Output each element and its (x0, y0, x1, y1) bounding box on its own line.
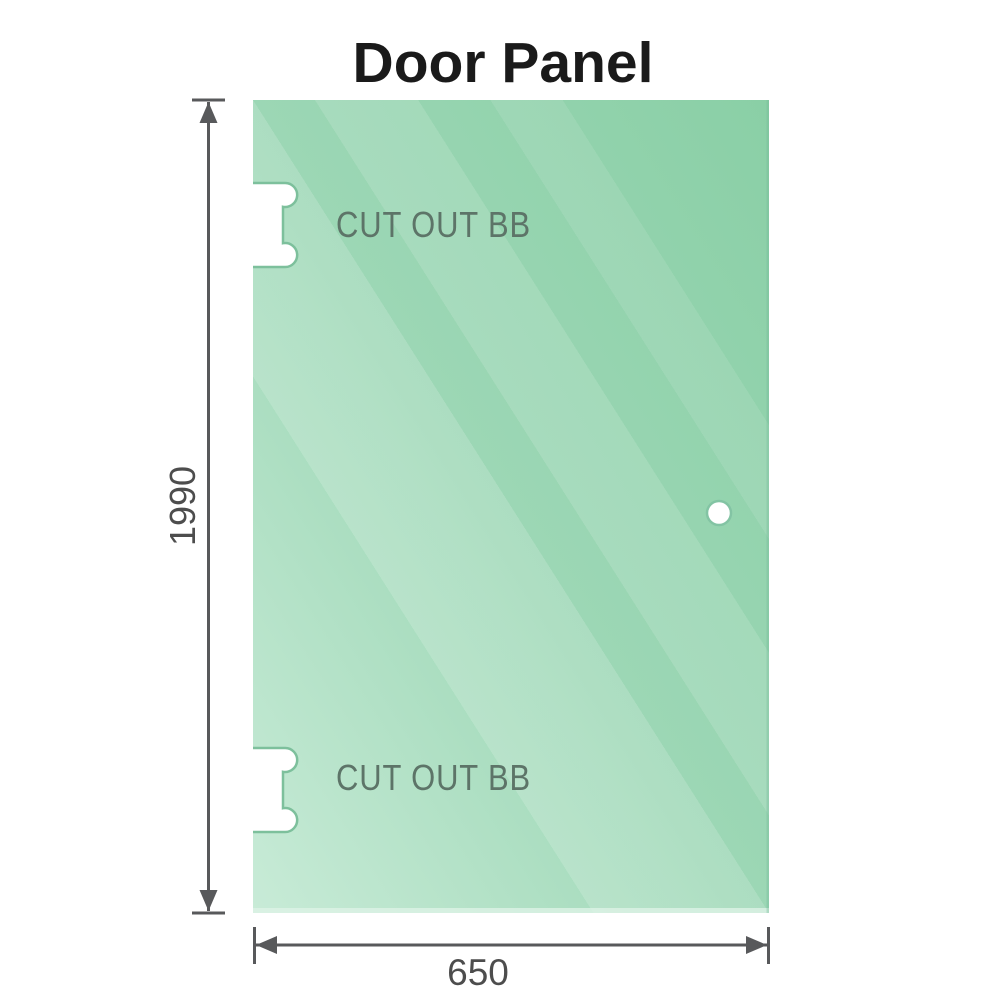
glass-right-edge (766, 100, 769, 913)
hinge-cutout-top (253, 181, 299, 269)
width-dimension-label: 650 (447, 952, 509, 993)
arrow-up-icon (199, 102, 218, 123)
height-dimension: 1990 (162, 98, 225, 915)
glass-panel-group: CUT OUT BB CUT OUT BB (253, 100, 769, 913)
page-title: Door Panel (353, 31, 654, 95)
width-dimension: 650 (253, 927, 770, 993)
glass-bottom-edge (253, 908, 769, 913)
cutout-label-bottom: CUT OUT BB (336, 757, 531, 798)
arrow-right-icon (746, 936, 767, 954)
hinge-cutout-bottom (253, 746, 299, 834)
height-dimension-label: 1990 (162, 466, 203, 546)
handle-hole (705, 499, 733, 527)
arrow-down-icon (199, 890, 218, 911)
glass-reflection (253, 100, 769, 913)
arrow-left-icon (256, 936, 277, 954)
cutout-label-top: CUT OUT BB (336, 204, 531, 245)
